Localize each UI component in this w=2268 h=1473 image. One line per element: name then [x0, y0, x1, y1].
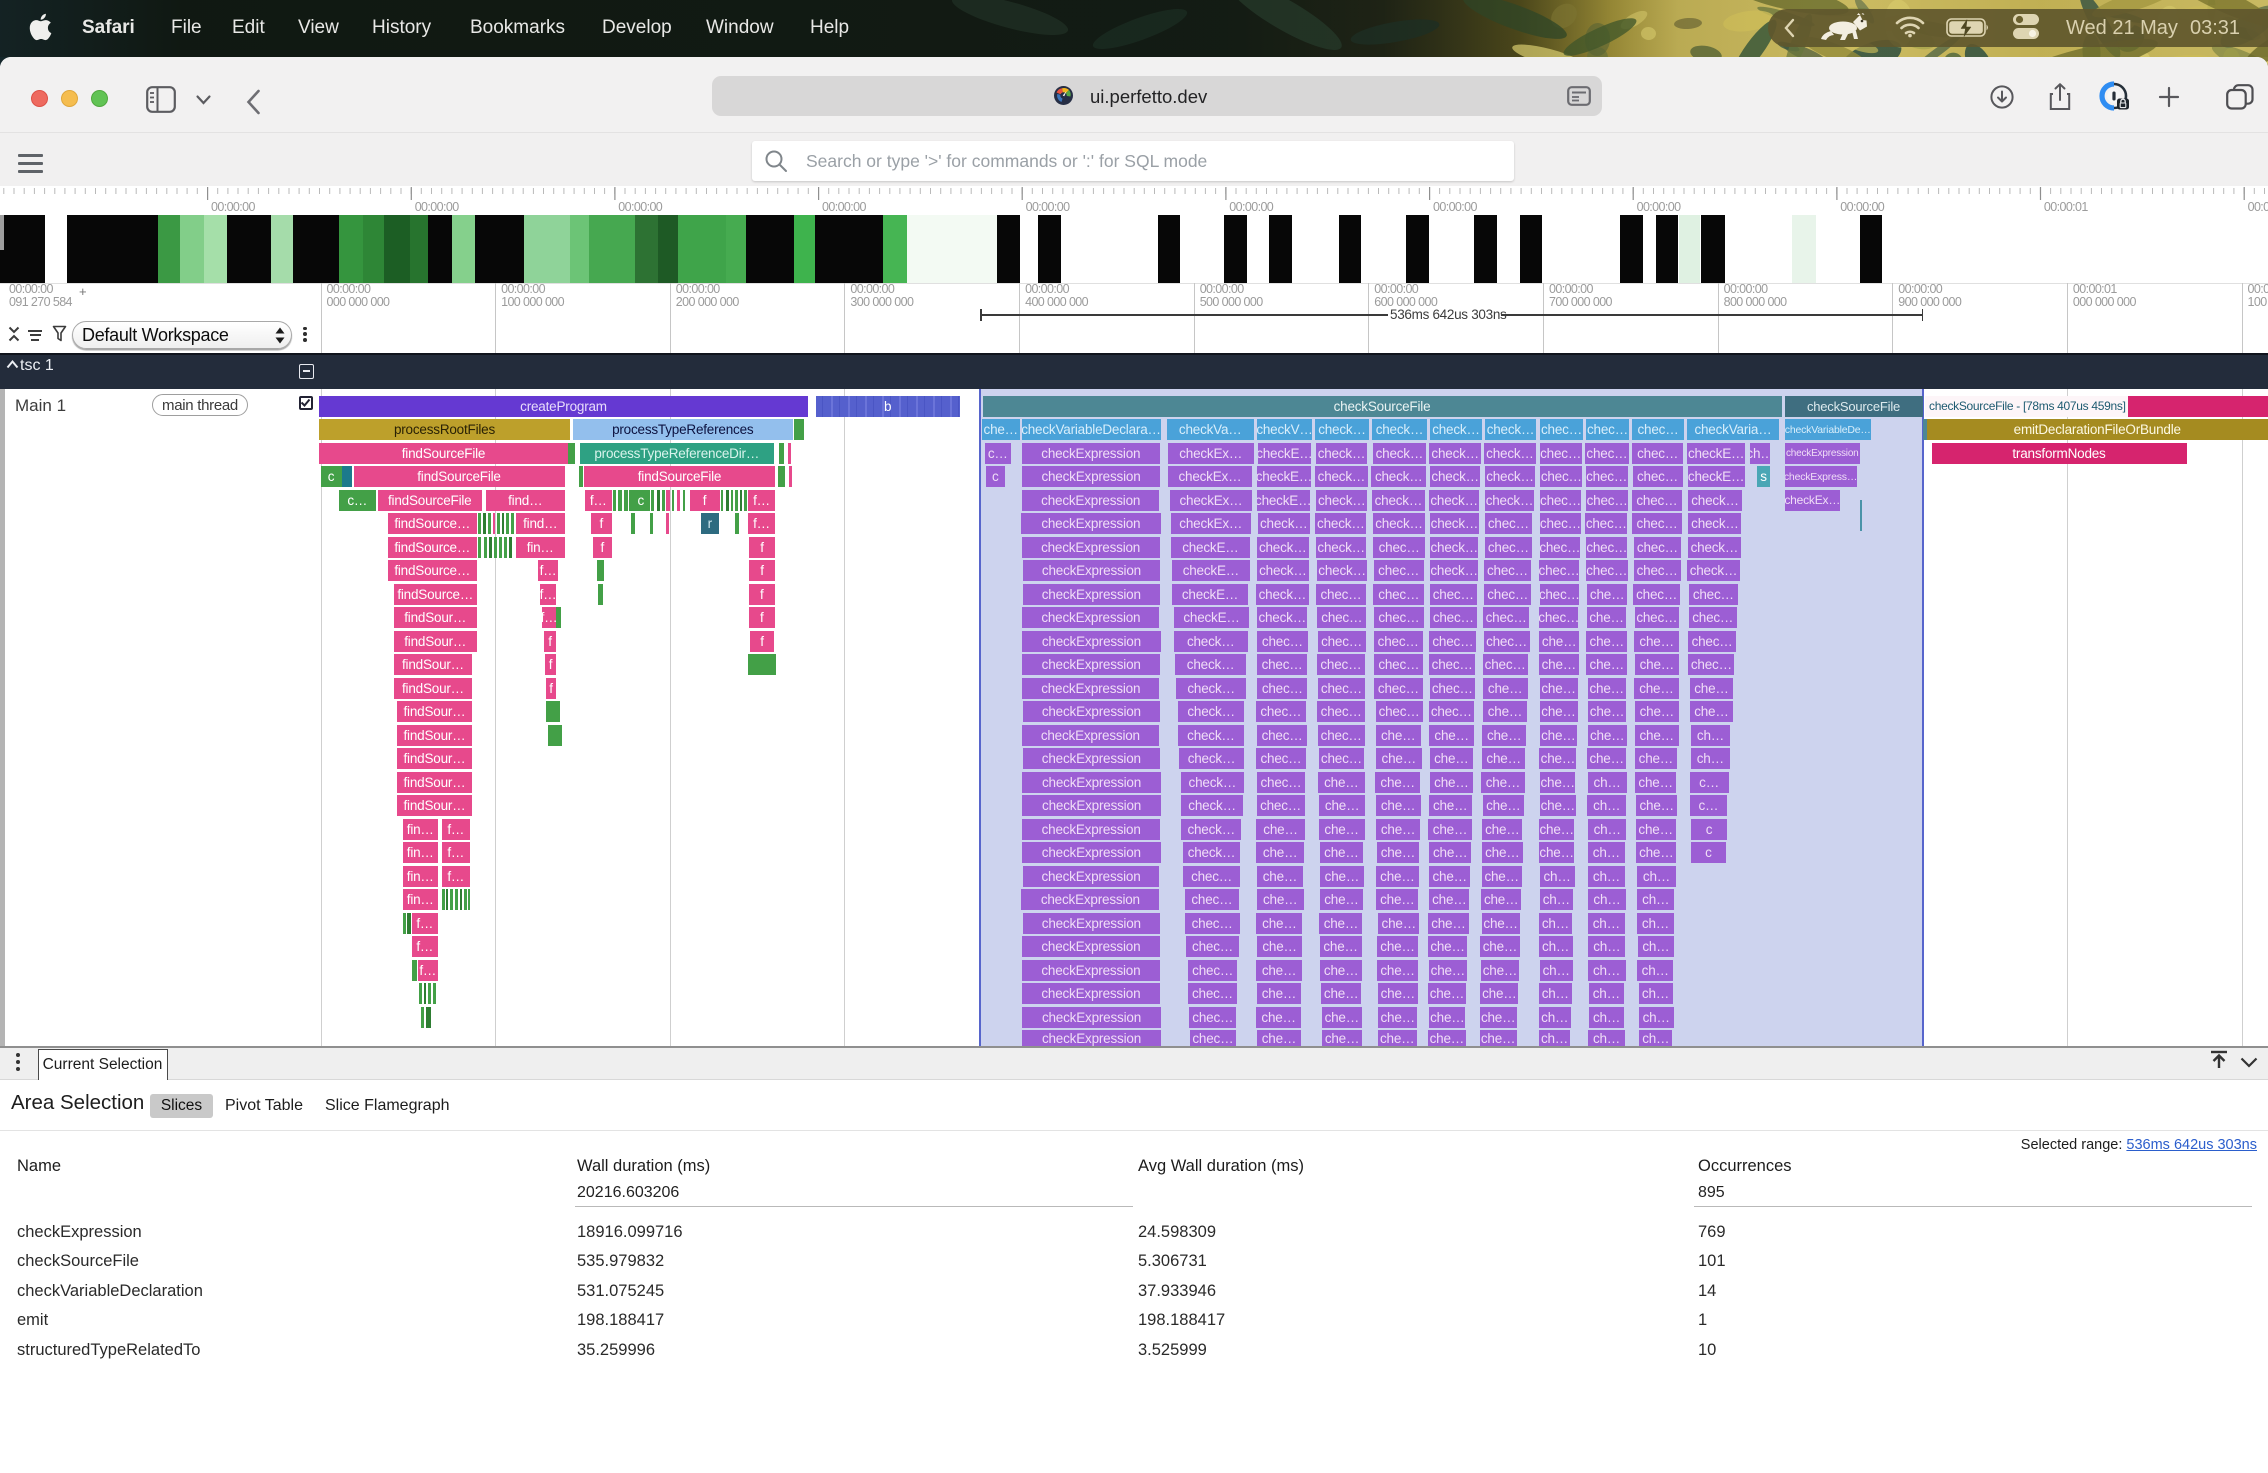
- svg-text:00:00:01: 00:00:01: [2044, 200, 2089, 214]
- svg-text:00:00:00: 00:00:00: [211, 200, 256, 214]
- svg-text:00:00:00: 00:00:00: [618, 200, 663, 214]
- svg-text:00:00:00: 00:00:00: [1637, 200, 1682, 214]
- svg-text:00:00:00: 00:00:00: [822, 200, 867, 214]
- svg-text:00:00:00: 00:00:00: [415, 200, 460, 214]
- svg-text:00:00:00: 00:00:00: [1026, 200, 1071, 214]
- svg-text:00:00:00: 00:00:00: [1229, 200, 1274, 214]
- svg-text:00:00:00: 00:00:00: [1433, 200, 1478, 214]
- svg-text:00:00:01: 00:00:01: [2248, 200, 2268, 214]
- svg-text:00:00:00: 00:00:00: [1840, 200, 1885, 214]
